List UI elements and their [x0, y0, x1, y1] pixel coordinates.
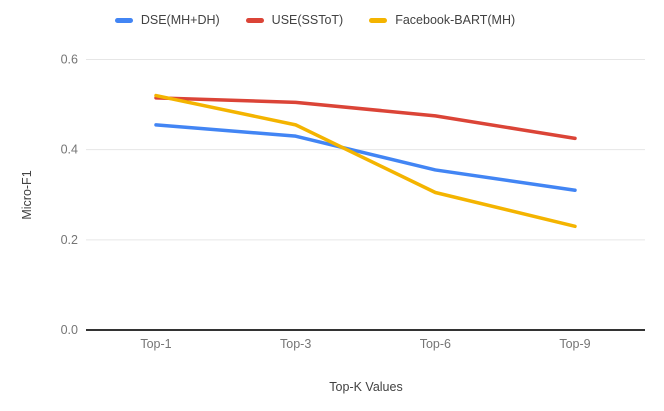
x-tick-label: Top-3	[280, 337, 311, 351]
legend-label: Facebook-BART(MH)	[395, 13, 516, 27]
legend-item-dse: DSE(MH+DH)	[114, 13, 220, 27]
series-line-DSE(MH+DH)	[154, 123, 577, 192]
y-tick-label: 0.6	[61, 53, 78, 67]
legend-swatch-blue	[114, 17, 133, 23]
x-axis-title: Top-K Values	[329, 380, 403, 394]
x-tick-label: Top-9	[559, 337, 590, 351]
x-tick-label: Top-1	[140, 337, 171, 351]
legend-item-facebook-bart: Facebook-BART(MH)	[369, 13, 515, 27]
y-tick-label: 0.0	[61, 323, 78, 337]
legend-item-use: USE(SSToT)	[245, 13, 344, 27]
x-tick-label: Top-6	[420, 337, 451, 351]
chart-legend: DSE(MH+DH) USE(SSToT) Facebook-BART(MH)	[0, 13, 630, 27]
legend-swatch-yellow	[369, 17, 388, 23]
y-tick-label: 0.2	[61, 233, 78, 247]
legend-label: USE(SSToT)	[271, 13, 344, 27]
y-tick-label: 0.4	[61, 143, 78, 157]
legend-swatch-red	[245, 17, 264, 23]
series-line-Facebook-BART(MH)	[154, 93, 577, 229]
legend-label: DSE(MH+DH)	[140, 13, 220, 27]
series-line-USE(SSToT)	[154, 96, 577, 141]
